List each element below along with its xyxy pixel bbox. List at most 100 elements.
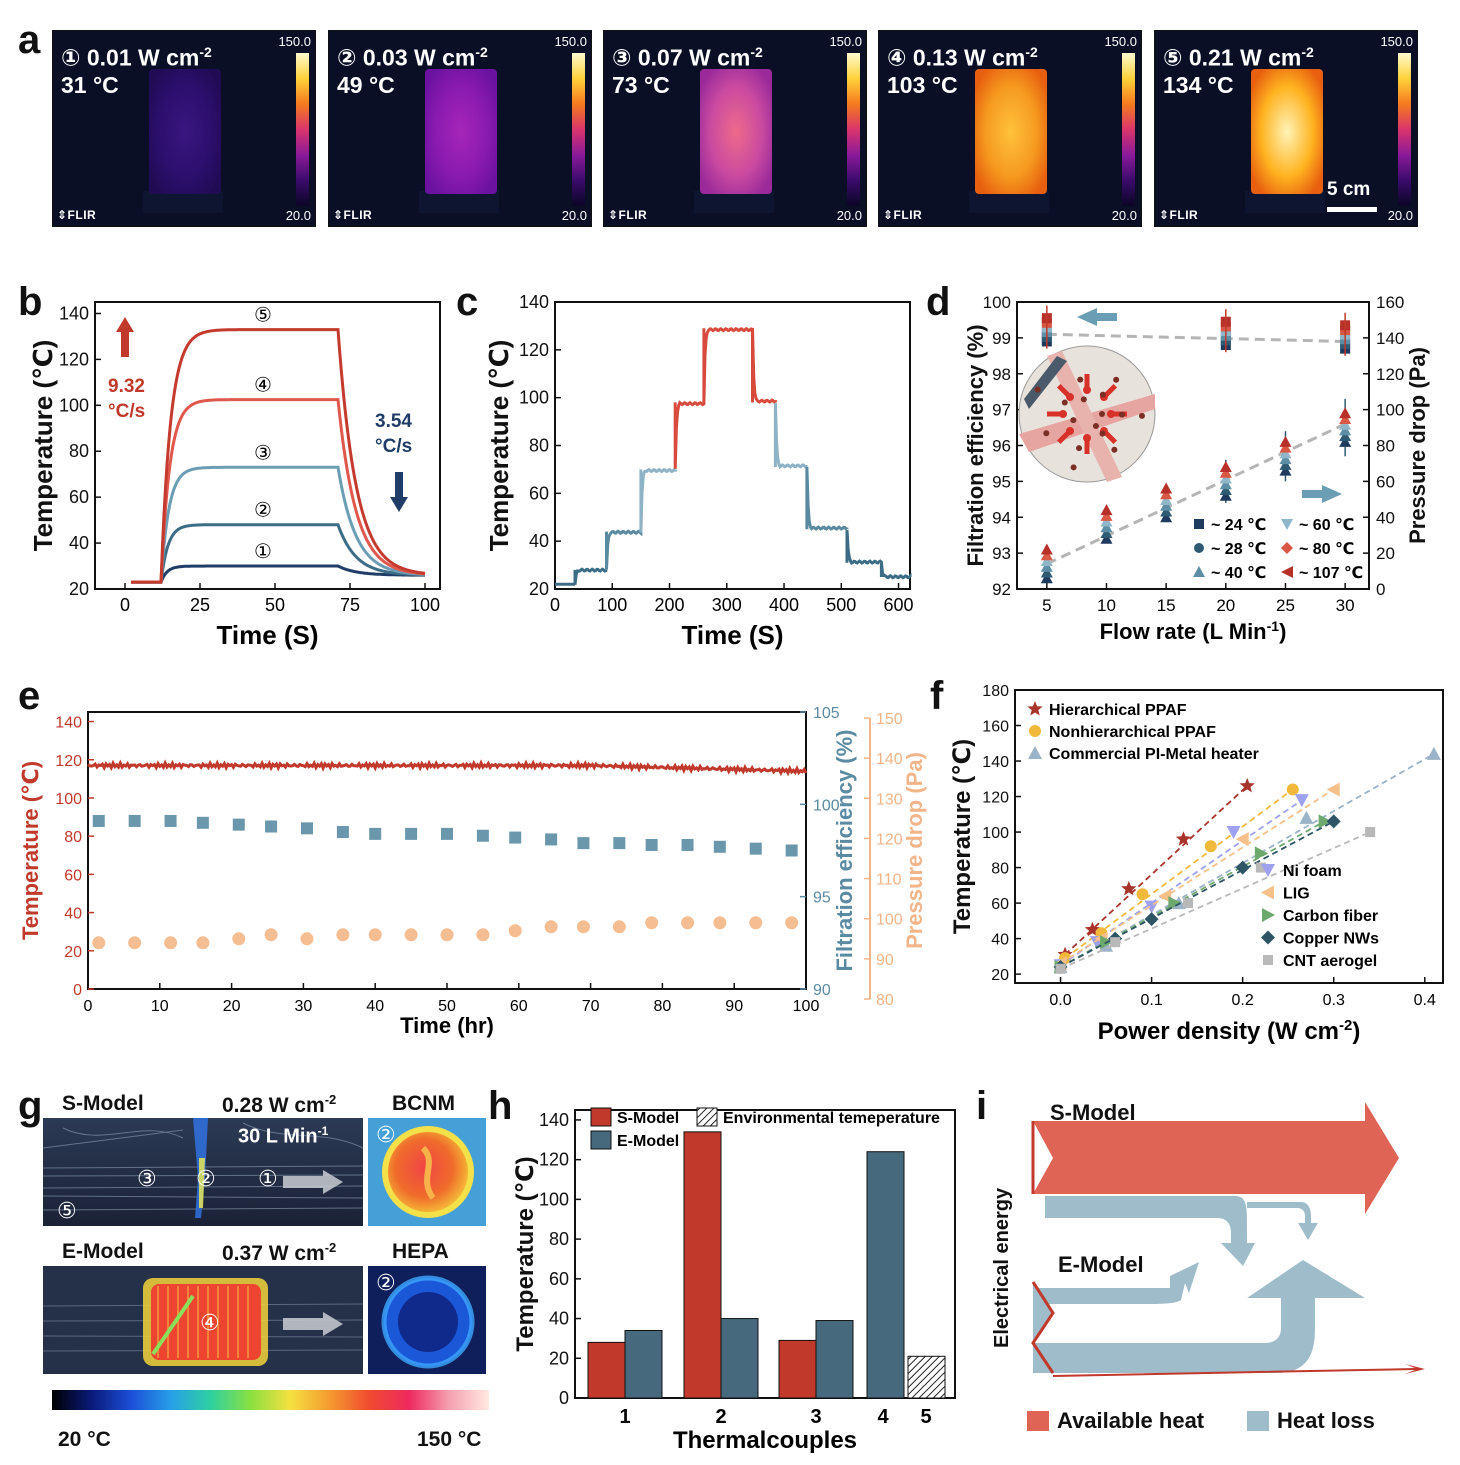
- h-y-tick-label: 0: [559, 1388, 569, 1408]
- thermal-power-value: ⑤ 0.21 W cm: [1163, 44, 1302, 71]
- d-pd-point-1-1: [1100, 527, 1113, 539]
- b-rate-down-value: 3.54: [375, 411, 412, 432]
- f-legend2-marker-3: [1261, 930, 1275, 945]
- f-legend-marker-0: [1027, 701, 1043, 716]
- e-x-tick-label: 10: [151, 998, 169, 1015]
- f-point-6-4: [1326, 814, 1341, 829]
- thermal-image-4: ④ 0.13 W cm-2 103 °C 150.0 20.0 ⇕FLIR: [878, 30, 1142, 227]
- e-pressure-point-11: [476, 928, 490, 942]
- b-y-label: Temperature (℃): [28, 340, 58, 552]
- c-step-10: [845, 530, 883, 565]
- d-inset-particle-13: [1113, 376, 1120, 383]
- f-point-2-3: [1299, 810, 1314, 824]
- thermocouple-5-mark: ⑤: [57, 1198, 77, 1223]
- thermal-power-label: ② 0.03 W cm-2: [337, 39, 488, 72]
- b-x-label: Time (S): [216, 620, 318, 650]
- f-legend2-marker-0: [1261, 864, 1275, 877]
- d-yl-tick-label: 100: [983, 293, 1011, 312]
- d-inset-particle-3: [1043, 430, 1050, 437]
- e-efficiency-point-0: [92, 814, 105, 827]
- d-inset-fiber-2: [1047, 351, 1122, 482]
- panel-g: S-Model 0.28 W cm-2 BCNM 30 L Min-1 ③ ② …: [40, 1088, 490, 1458]
- d-yr-tick-label: 60: [1376, 472, 1395, 491]
- flir-logo: ⇕FLIR: [57, 208, 97, 222]
- e-yl-tick-label: 120: [55, 753, 82, 770]
- thermal-heatmap: [879, 31, 1141, 226]
- f-y-tick-label: 20: [991, 967, 1009, 984]
- d-inset-arrowhead-0: [1107, 410, 1115, 418]
- f-point-4-3: [1235, 832, 1249, 847]
- e-pressure-point-1: [128, 936, 142, 950]
- f-legend2-marker-1: [1261, 885, 1274, 900]
- e-pressure-point-8: [368, 928, 382, 942]
- d-yl-tick-label: 95: [992, 472, 1011, 491]
- h-x-tick-label-1: 2: [715, 1406, 726, 1428]
- bcnm-photo: ②: [368, 1118, 486, 1226]
- c-y-tick-label: 120: [519, 340, 549, 360]
- c-x-tick-label: 0: [550, 595, 560, 615]
- h-bar-1-2: [815, 1320, 854, 1399]
- d-x-tick-label: 20: [1216, 596, 1235, 615]
- e-y-right2-label: Pressure drop (Pa): [902, 752, 927, 949]
- d-inset-arrowhead-3: [1066, 426, 1075, 435]
- e-pressure-point-10: [440, 928, 454, 942]
- e-x-tick-label: 0: [84, 998, 93, 1015]
- f-point-6-2: [1144, 912, 1159, 927]
- f-point-1-4: [1286, 783, 1299, 796]
- d-pd-point-3-1: [1219, 483, 1232, 495]
- b-series-3: [131, 465, 426, 584]
- b-x-tick-label: 50: [265, 595, 285, 615]
- d-yl-tick-label: 97: [992, 401, 1011, 420]
- thermal-image-5: ⑤ 0.21 W cm-2 134 °C 150.0 20.0 ⇕FLIR 5 cm: [1154, 30, 1418, 227]
- d-legend-label-5: ~ 107 ℃: [1299, 565, 1363, 582]
- scale-bar-label: 5 cm: [1327, 179, 1371, 200]
- c-step-3: [605, 529, 643, 570]
- e-pressure-point-16: [645, 916, 659, 930]
- thermal-colorbar-4: [1122, 53, 1135, 206]
- thermal-power-sup: -2: [750, 44, 763, 60]
- c-y-tick-label: 20: [529, 579, 549, 599]
- h-legend-swatch-1: [590, 1130, 612, 1150]
- e-efficiency-point-11: [476, 829, 489, 842]
- d-pd-point-2-0: [1160, 511, 1173, 523]
- h-x-label: Thermalcouples: [673, 1427, 857, 1454]
- d-yl-tick-label: 99: [992, 329, 1011, 348]
- thermal-image-2: ② 0.03 W cm-2 49 °C 150.0 20.0 ⇕FLIR: [328, 30, 592, 227]
- f-point-0-2: [1121, 880, 1137, 896]
- e-efficiency-point-3: [196, 816, 209, 829]
- i-s-model-label: S-Model: [1050, 1100, 1136, 1125]
- e-yr1-tick-label: 105: [813, 705, 840, 722]
- e-yr2-tick-label: 110: [876, 872, 902, 889]
- b-curve-label-5: ⑤: [254, 305, 272, 327]
- f-x-tick-label: 0.0: [1049, 992, 1071, 1009]
- d-pd-point-4-3: [1279, 447, 1292, 459]
- e-yr2-tick-label: 80: [876, 992, 894, 1009]
- f-trend-3: [1060, 799, 1303, 966]
- d-pd-point-2-4: [1160, 488, 1173, 500]
- bcnm-thermocouple-mark: ②: [376, 1122, 396, 1147]
- e-efficiency-point-6: [300, 822, 313, 835]
- f-point-7-0: [1055, 963, 1066, 974]
- colorbar-min: 20.0: [1387, 208, 1413, 223]
- c-x-tick-label: 500: [826, 595, 856, 615]
- thermal-colorbar-1: [296, 53, 309, 206]
- f-point-7-4: [1365, 827, 1376, 838]
- d-x-tick-label: 30: [1336, 596, 1355, 615]
- e-efficiency-point-1: [128, 814, 141, 827]
- e-model-photo: ④: [43, 1266, 363, 1374]
- e-x-tick-label: 50: [438, 998, 456, 1015]
- chart-c: 0 100 200 300 400 500 600 20 40 60 80 100 120 140 Time…: [484, 292, 914, 650]
- d-inset-particle-4: [1034, 386, 1041, 393]
- d-pd-point-1-0: [1100, 532, 1113, 544]
- f-point-5-2: [1168, 896, 1182, 911]
- b-rate-down-unit: °C/s: [375, 436, 412, 457]
- panel-label-h: h: [488, 1084, 513, 1128]
- d-pd-point-3-3: [1219, 472, 1232, 484]
- e-x-tick-label: 80: [654, 998, 672, 1015]
- e-yl-tick-label: 80: [64, 829, 82, 846]
- c-step-8: [773, 402, 809, 470]
- plot-frame: [1014, 689, 1444, 984]
- b-y-tick-label: 140: [59, 303, 89, 323]
- f-point-5-4: [1318, 814, 1332, 829]
- b-x-tick-label: 0: [120, 595, 130, 615]
